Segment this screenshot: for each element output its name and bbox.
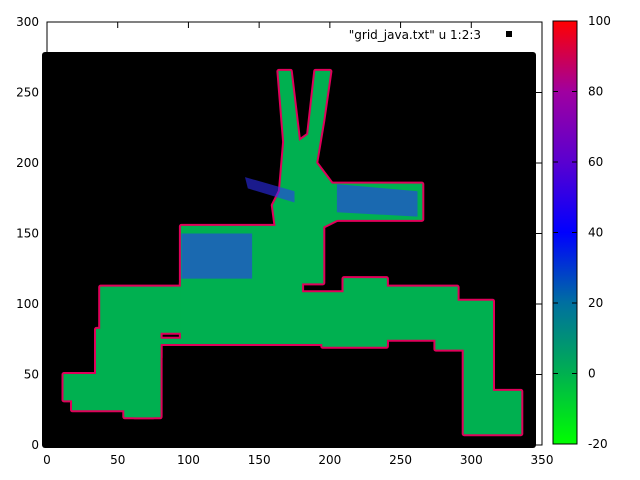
colorbar-tick-label: 20	[588, 296, 603, 310]
y-tick-label: 150	[16, 227, 39, 241]
colorbar-tick-label: 0	[588, 367, 596, 381]
blue-region-left-room-shadow	[181, 233, 253, 279]
y-tick-label: 200	[16, 156, 39, 170]
blue-region-upper-arm-shadow	[336, 184, 418, 217]
y-tick-label: 300	[16, 15, 39, 29]
x-tick-label: 300	[460, 453, 483, 467]
colorbar-tick-label: 100	[588, 14, 611, 28]
y-tick-label: 250	[16, 86, 39, 100]
colorbar-ticks: -20 0 20 40 60 80 100	[553, 14, 611, 451]
colorbar: -20 0 20 40 60 80 100	[552, 14, 611, 451]
x-tick-label: 350	[531, 453, 554, 467]
region-main-hall	[180, 282, 430, 344]
x-tick-labels: 0 50 100 150 200 250 300 350	[43, 453, 553, 467]
axis-ticks	[46, 21, 543, 446]
x-tick-label: 200	[318, 453, 341, 467]
colorbar-tick-label: 40	[588, 226, 603, 240]
map-regions	[61, 68, 524, 437]
x-tick-label: 250	[389, 453, 412, 467]
y-tick-label: 0	[31, 438, 39, 452]
colorbar-tick-label: 60	[588, 155, 603, 169]
legend: "grid_java.txt" u 1:2:3	[349, 28, 512, 42]
legend-marker	[506, 31, 512, 37]
x-tick-label: 150	[248, 453, 271, 467]
y-tick-label: 100	[16, 297, 39, 311]
x-tick-label: 50	[110, 453, 125, 467]
x-tick-label: 100	[177, 453, 200, 467]
colorbar-tick-label: 80	[588, 85, 603, 99]
y-tick-label: 50	[24, 368, 39, 382]
blue-region-far-left-branch	[245, 177, 295, 203]
colorbar-tick-label: -20	[588, 437, 608, 451]
legend-label: "grid_java.txt" u 1:2:3	[349, 28, 481, 42]
x-tick-label: 0	[43, 453, 51, 467]
y-tick-labels: 0 50 100 150 200 250 300	[16, 15, 39, 452]
